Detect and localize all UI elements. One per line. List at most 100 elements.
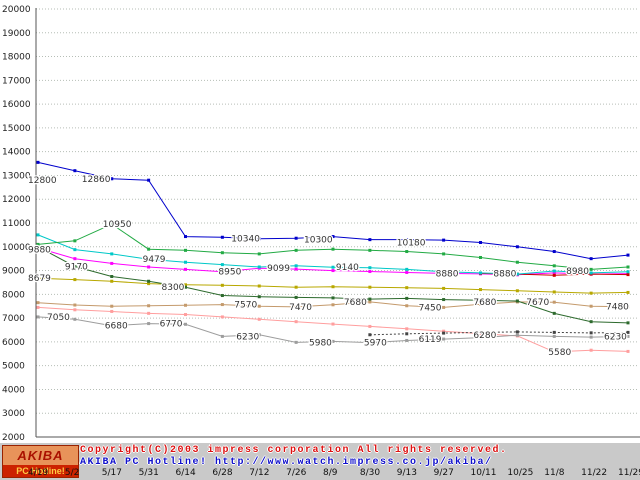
data-point-gray [257,333,261,337]
data-point-cyan [442,270,446,274]
point-label: 5580 [548,348,571,358]
data-point-dotted-black [552,330,556,334]
y-tick-label: 17000 [2,76,31,86]
data-point-blue [257,237,261,241]
data-point-gray [184,322,187,326]
point-label: 9479 [143,255,166,265]
point-label: 9170 [65,263,88,273]
data-point-dark-green [405,296,409,300]
point-label: 6680 [105,322,128,332]
data-point-gray [331,339,335,343]
data-point-cyan [626,270,630,274]
point-label: 10950 [103,220,132,230]
data-point-olive [405,286,409,290]
data-point-green [184,248,187,252]
data-point-green [220,251,224,255]
data-point-olive [110,279,114,283]
data-point-gray [294,340,298,344]
y-tick-label: 16000 [2,100,31,110]
point-label: 7480 [606,303,629,313]
data-point-blue [331,235,335,239]
data-point-blue [405,238,409,242]
akiba-logo[interactable]: AKIBA PC Hotline! [2,445,79,478]
data-point-pink [36,305,40,309]
data-point-green [257,252,261,256]
data-point-tan [552,300,556,304]
point-label: 6230 [236,332,259,342]
point-label: 9099 [267,264,290,274]
data-point-dotted-black [368,333,372,337]
x-tick-label: 9/13 [396,468,417,478]
data-point-olive [626,290,630,294]
data-point-green [405,250,409,254]
data-point-dark-green [589,320,593,324]
data-point-tan [442,305,446,309]
data-point-dark-green [73,265,77,269]
data-point-olive [331,285,335,289]
data-point-red [552,273,556,277]
x-tick-label: 7/12 [249,468,270,478]
data-point-dark-green [294,295,298,299]
data-point-cyan [294,264,298,268]
data-point-dark-green [184,285,187,289]
point-label: 6280 [473,331,496,341]
chart-point-labels: 12800 12860 10950 9880 9170 8679 9479 8300 7050 6… [27,174,631,360]
point-label: 7470 [289,303,312,313]
data-point-gray [405,338,409,342]
data-point-olive [73,278,77,282]
x-tick-label: 8/9 [323,468,338,478]
data-point-blue [184,235,187,239]
data-point-cyan [36,233,40,237]
y-tick-label: 14000 [2,148,31,158]
point-label: 12800 [28,176,57,186]
data-point-gray [589,335,593,339]
x-axis-labels: 4/19 5/2 5/17 5/31 6/14 6/28 7/12 7/26 8/9 8/30 9/… [0,467,640,480]
data-point-dark-green [479,298,482,302]
data-point-tan [589,304,593,308]
data-point-magenta [36,246,40,250]
point-label: 7450 [419,303,442,313]
data-point-tan [331,303,335,307]
data-point-pink [257,317,261,321]
data-point-tan [479,302,482,306]
data-point-gray [110,324,114,328]
x-tick-label: 5/31 [138,468,159,478]
point-label: 7680 [344,298,367,308]
data-point-blue [147,178,151,182]
data-point-blue [110,177,114,181]
data-point-green [110,222,114,226]
site-url-text: AKIBA PC Hotline! http://www.watch.impre… [80,457,493,468]
data-point-dotted-black [479,330,482,334]
point-label: 7050 [47,313,70,323]
data-point-cyan [552,269,556,273]
point-label: 8880 [436,269,459,279]
y-tick-label: 19000 [2,29,31,39]
data-point-dark-green [442,298,446,302]
data-point-tan [110,304,114,308]
point-label: 8980 [566,267,589,277]
data-point-magenta [368,270,372,274]
x-tick-label: 9/27 [433,468,454,478]
chart-gridlines: 2000 3000 4000 5000 6000 7000 8000 9000 10000 110… [2,5,640,443]
data-point-olive [515,289,519,293]
data-point-olive [147,282,151,286]
data-point-pink [442,329,446,333]
point-label: 10180 [397,239,426,249]
data-point-gray [515,333,519,337]
data-point-gray [552,334,556,338]
data-point-blue [294,236,298,240]
data-point-cyan [73,248,77,252]
data-point-olive [220,283,224,287]
x-tick-label: 5/2 [64,468,80,478]
x-tick-label: 6/14 [175,468,196,478]
data-point-green [331,247,335,251]
data-point-gray [368,341,372,345]
y-tick-label: 18000 [2,53,31,63]
data-point-olive [589,291,593,295]
data-point-magenta [184,267,187,271]
data-point-cyan [479,271,482,275]
data-point-magenta [442,271,446,275]
data-point-pink [184,313,187,317]
data-point-tan [73,303,77,307]
data-point-pink [110,309,114,313]
